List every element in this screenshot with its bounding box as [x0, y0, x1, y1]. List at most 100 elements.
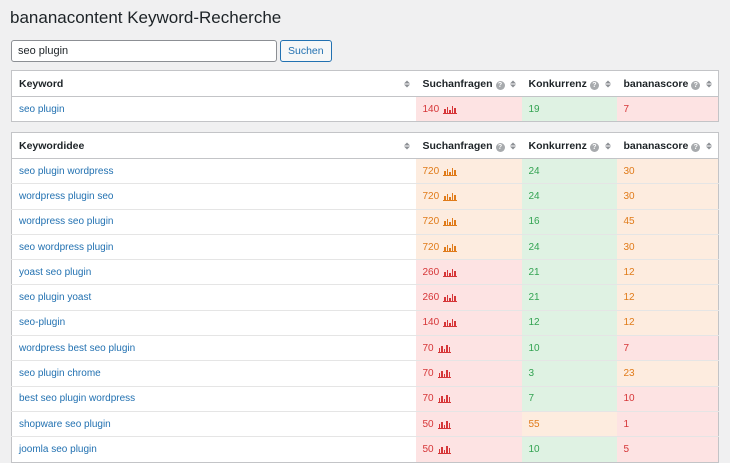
- sort-icon[interactable]: [403, 80, 410, 87]
- bananascore-cell: 10: [616, 386, 719, 412]
- search-volume-cell: 50: [415, 411, 522, 438]
- search-volume-cell: 260: [415, 284, 522, 311]
- bananascore-cell: 12: [616, 284, 719, 311]
- column-header-label: Suchanfragen: [422, 77, 493, 90]
- keyword-cell: yoast seo plugin: [11, 259, 416, 286]
- trend-chart-icon[interactable]: [437, 445, 452, 454]
- trend-chart-icon[interactable]: [443, 217, 457, 227]
- search-volume-cell-value: 140: [422, 103, 440, 115]
- table-row: seo plugin wordpress 720 24 30: [11, 158, 719, 185]
- trend-chart-icon[interactable]: [443, 293, 457, 303]
- competition-cell-value: 55: [528, 418, 540, 430]
- competition-cell-value: 10: [528, 443, 540, 455]
- help-icon[interactable]: ?: [495, 80, 505, 90]
- trend-chart-icon[interactable]: [443, 192, 457, 201]
- column-header-keyword[interactable]: Keywordidee: [11, 132, 416, 159]
- trend-chart-icon[interactable]: [443, 243, 457, 252]
- help-icon[interactable]: ?: [495, 142, 505, 152]
- search-bar: Suchen: [11, 40, 332, 62]
- table-row: seo plugin 140 19 7: [12, 96, 719, 122]
- search-input[interactable]: [11, 40, 277, 62]
- keyword-cell: best seo plugin wordpress: [11, 386, 416, 412]
- trend-chart-icon[interactable]: [437, 369, 452, 379]
- keyword-link[interactable]: wordpress plugin seo: [19, 190, 114, 202]
- bananascore-cell-value: 12: [623, 317, 635, 329]
- help-icon[interactable]: ?: [589, 142, 599, 152]
- sort-icon[interactable]: [604, 80, 611, 87]
- keyword-link[interactable]: shopware seo plugin: [19, 418, 111, 430]
- keyword-cell: wordpress seo plugin: [11, 209, 416, 235]
- bananascore-cell-value: 23: [623, 368, 635, 380]
- search-volume-cell: 50: [415, 436, 522, 463]
- bananascore-cell: 12: [616, 259, 719, 286]
- column-header-konkurrenz[interactable]: Konkurrenz?: [521, 70, 617, 97]
- competition-cell-value: 24: [528, 165, 540, 177]
- competition-cell-value: 16: [528, 216, 540, 228]
- keyword-link[interactable]: wordpress best seo plugin: [19, 342, 136, 354]
- keyword-link[interactable]: best seo plugin wordpress: [19, 393, 136, 405]
- bananascore-cell-value: 5: [623, 443, 630, 455]
- bananascore-cell: 12: [616, 310, 719, 337]
- keyword-cell: shopware seo plugin: [11, 411, 416, 438]
- keyword-link[interactable]: seo plugin chrome: [19, 368, 101, 380]
- search-volume-cell-value: 260: [422, 292, 440, 304]
- table-row: seo-plugin 140 12 12: [11, 310, 719, 337]
- keyword-link[interactable]: seo-plugin: [19, 317, 66, 329]
- sort-icon[interactable]: [403, 142, 410, 149]
- table-row: wordpress best seo plugin 70 10 7: [11, 335, 719, 362]
- bananascore-cell-value: 30: [623, 241, 635, 253]
- column-header-label: Keyword: [19, 77, 64, 90]
- sort-icon[interactable]: [604, 142, 611, 149]
- keyword-link[interactable]: wordpress seo plugin: [19, 216, 114, 228]
- column-header-keyword[interactable]: Keyword: [11, 70, 416, 97]
- bananascore-cell-value: 12: [623, 266, 635, 278]
- search-volume-cell: 720: [415, 158, 522, 185]
- column-header-label: Keywordidee: [19, 139, 85, 152]
- search-button[interactable]: Suchen: [280, 40, 332, 62]
- trend-chart-icon[interactable]: [437, 344, 452, 353]
- keyword-link[interactable]: seo plugin yoast: [19, 292, 92, 304]
- keyword-link[interactable]: yoast seo plugin: [19, 266, 92, 278]
- sort-icon[interactable]: [509, 142, 516, 149]
- trend-chart-icon[interactable]: [443, 105, 457, 114]
- search-volume-cell-value: 720: [422, 190, 440, 202]
- column-header-suchanfragen[interactable]: Suchanfragen?: [415, 132, 522, 159]
- keyword-link[interactable]: seo plugin: [19, 103, 65, 115]
- competition-cell: 24: [521, 183, 617, 210]
- trend-chart-icon[interactable]: [443, 318, 457, 328]
- sort-icon[interactable]: [509, 80, 516, 87]
- table-row: yoast seo plugin 260 21 12: [11, 259, 719, 286]
- competition-cell-value: 24: [528, 190, 540, 202]
- trend-chart-icon[interactable]: [437, 394, 452, 404]
- table-row: best seo plugin wordpress 70 7 10: [11, 386, 719, 412]
- competition-cell: 7: [521, 386, 617, 412]
- search-volume-cell-value: 70: [422, 342, 434, 354]
- column-header-konkurrenz[interactable]: Konkurrenz?: [521, 132, 617, 159]
- bananascore-cell: 30: [616, 183, 719, 210]
- bananascore-cell: 23: [616, 360, 719, 387]
- keyword-cell: joomla seo plugin: [12, 437, 416, 462]
- column-header-label: Konkurrenz: [528, 139, 587, 152]
- trend-chart-icon[interactable]: [437, 420, 452, 429]
- column-header-bananascore[interactable]: bananascore?: [616, 132, 719, 159]
- help-icon[interactable]: ?: [589, 80, 599, 90]
- help-icon[interactable]: ?: [691, 142, 701, 152]
- help-icon[interactable]: ?: [691, 80, 701, 90]
- table-row: seo plugin yoast 260 21 12: [11, 284, 719, 311]
- search-volume-cell: 70: [415, 335, 522, 362]
- keyword-ideas-table: Keywordidee Suchanfragen? Konkurrenz? banan…: [11, 132, 719, 463]
- sort-icon[interactable]: [706, 142, 712, 149]
- column-header-suchanfragen[interactable]: Suchanfragen?: [415, 70, 522, 97]
- trend-chart-icon[interactable]: [443, 268, 457, 277]
- competition-cell-value: 12: [528, 317, 540, 329]
- bananascore-cell: 7: [616, 96, 719, 122]
- sort-icon[interactable]: [706, 80, 712, 87]
- keyword-link[interactable]: seo plugin wordpress: [19, 165, 114, 177]
- bananascore-cell: 1: [616, 411, 719, 438]
- search-volume-cell: 70: [415, 386, 522, 412]
- trend-chart-icon[interactable]: [443, 167, 457, 176]
- search-volume-cell: 720: [415, 183, 522, 210]
- column-header-bananascore[interactable]: bananascore?: [616, 70, 719, 97]
- keyword-link[interactable]: seo wordpress plugin: [19, 241, 114, 253]
- keyword-link[interactable]: joomla seo plugin: [19, 443, 97, 455]
